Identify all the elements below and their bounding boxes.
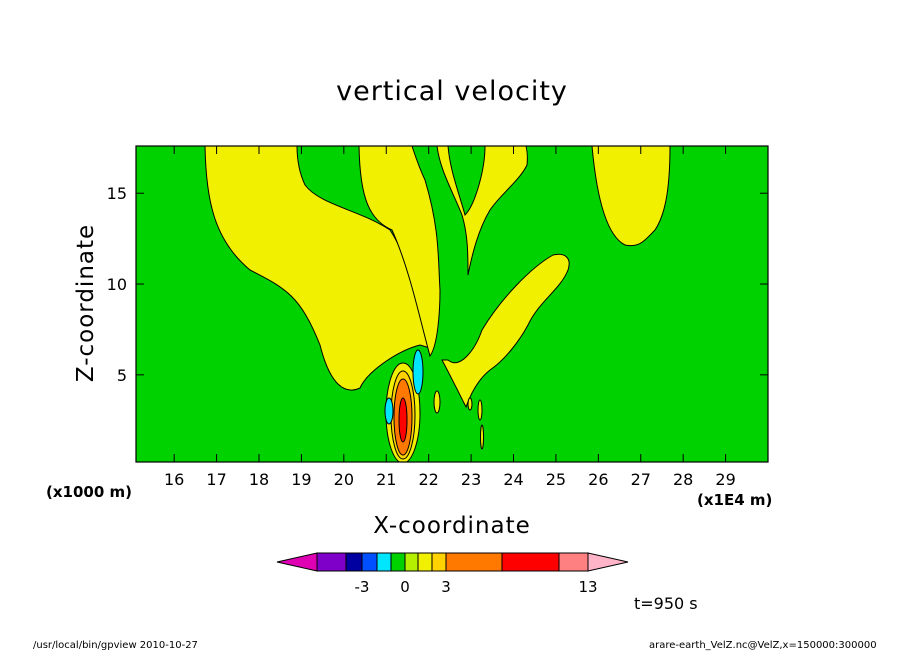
contour-core-red <box>398 397 408 443</box>
contour-region-left-plume <box>204 146 431 391</box>
x-tick-label: 27 <box>631 470 651 489</box>
contour-small-cell <box>433 390 441 414</box>
contour-downdraft-right <box>412 349 424 395</box>
x-tick-label: 22 <box>418 470 438 489</box>
x-scale-note: (x1E4 m) <box>697 491 773 509</box>
plot-frame <box>135 145 769 463</box>
y-tick-label: 10 <box>107 275 127 294</box>
colorbar-segment <box>404 552 419 572</box>
x-tick-label: 19 <box>291 470 311 489</box>
x-axis-label: X-coordinate <box>373 513 531 539</box>
contour-small-cell <box>477 399 483 421</box>
y-axis-label: Z-coordinate <box>73 223 99 383</box>
x-tick-label: 20 <box>334 470 354 489</box>
x-tick-label: 25 <box>546 470 566 489</box>
colorbar-low-arrow <box>276 552 318 572</box>
x-tick-label: 16 <box>164 470 184 489</box>
y-tick-label: 5 <box>117 366 127 385</box>
colorbar-segment <box>445 552 503 572</box>
y-tick-label: 15 <box>107 184 127 203</box>
contour-downdraft-left <box>384 397 394 425</box>
x-unit-note: (x1000 m) <box>46 483 132 501</box>
colorbar-label: 13 <box>578 578 597 596</box>
contour-region-right-plume <box>591 146 671 247</box>
colorbar-segment <box>345 552 363 572</box>
colorbar-segment <box>558 552 589 572</box>
contour-small-cell <box>467 397 473 411</box>
contour-region-upper-plume <box>358 146 441 358</box>
x-tick-label: 21 <box>376 470 396 489</box>
x-tick-label: 18 <box>249 470 269 489</box>
colorbar-label: 3 <box>441 578 451 596</box>
contour-small-cell <box>480 424 484 450</box>
contour-fields <box>204 146 671 462</box>
x-tick-label: 28 <box>673 470 693 489</box>
colorbar-segment <box>431 552 447 572</box>
colorbar-segment <box>361 552 378 572</box>
colorbar-segment <box>376 552 392 572</box>
x-tick-label: 24 <box>503 470 523 489</box>
colorbar-segment <box>390 552 406 572</box>
contour-region-mid-plume <box>436 146 528 276</box>
colorbar-segment <box>316 552 347 572</box>
chart-title: vertical velocity <box>336 76 568 107</box>
time-label: t=950 s <box>634 594 698 613</box>
colorbar-high-arrow <box>587 552 629 572</box>
footer-left: /usr/local/bin/gpview 2010-10-27 <box>33 640 198 651</box>
colorbar-segment <box>417 552 433 572</box>
x-tick-label: 17 <box>206 470 226 489</box>
colorbar-segment <box>501 552 560 572</box>
colorbar-label: -3 <box>355 578 370 596</box>
footer-right: arare-earth_VelZ.nc@VelZ,x=150000:300000 <box>649 640 877 651</box>
x-tick-label: 26 <box>588 470 608 489</box>
x-tick-label: 29 <box>715 470 735 489</box>
colorbar-label: 0 <box>400 578 410 596</box>
x-tick-label: 23 <box>461 470 481 489</box>
